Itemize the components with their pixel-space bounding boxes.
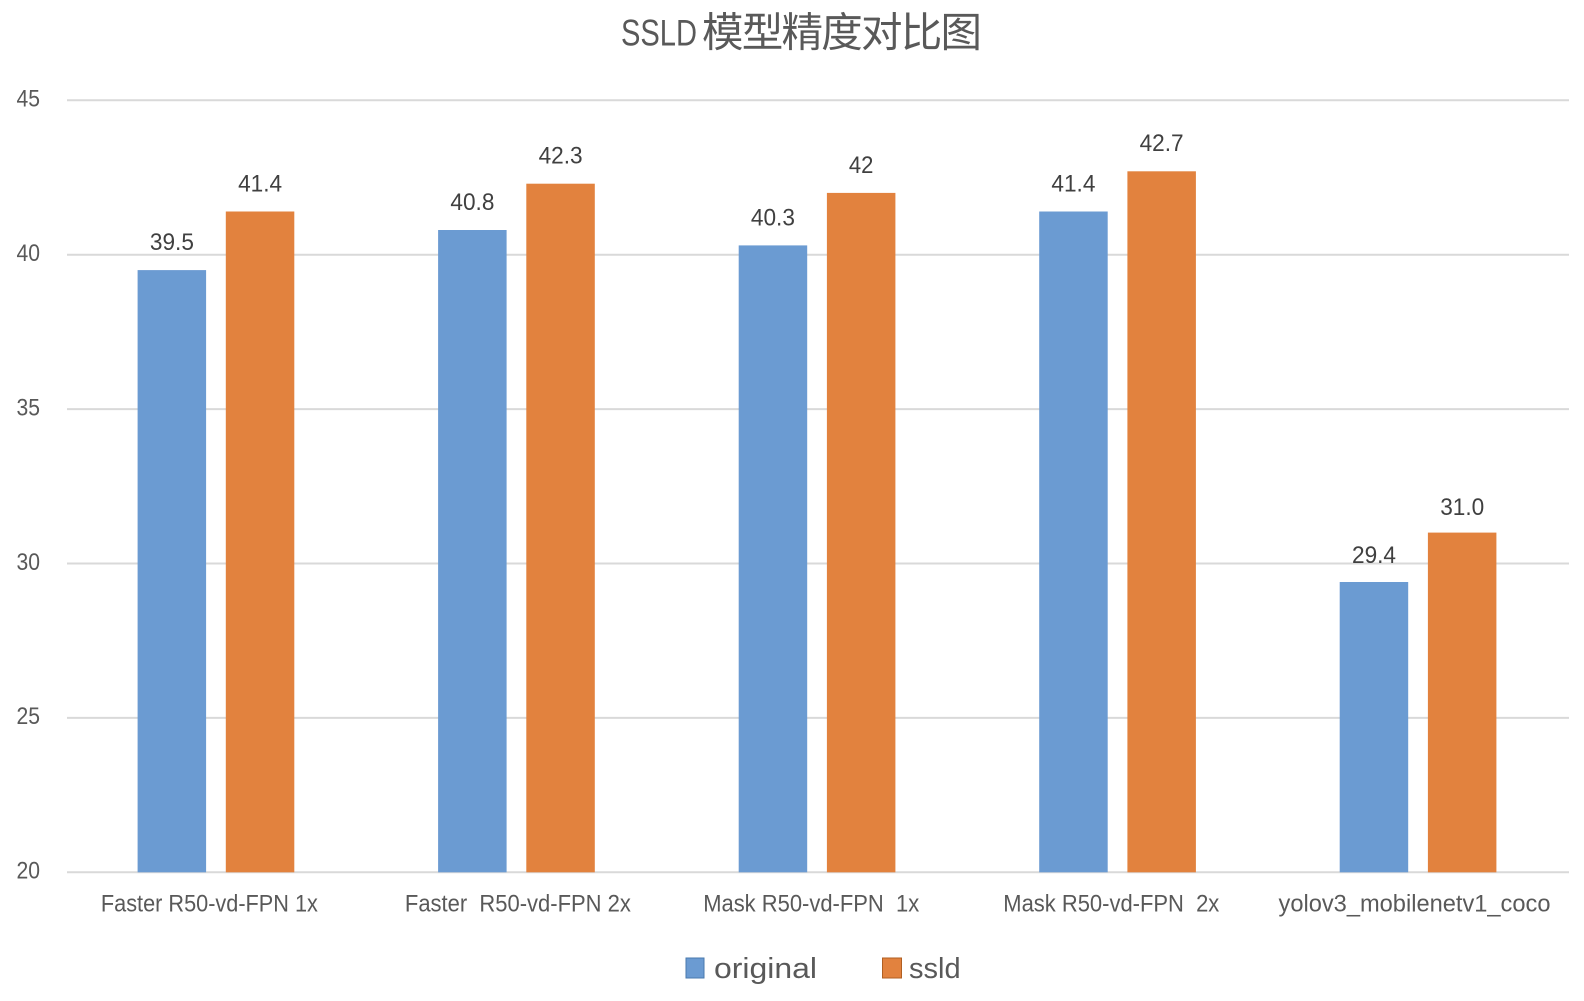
svg-text:35: 35 (17, 394, 41, 421)
svg-text:45: 45 (17, 86, 41, 113)
svg-text:42.7: 42.7 (1140, 130, 1184, 157)
svg-text:40: 40 (17, 240, 41, 267)
svg-text:41.4: 41.4 (238, 170, 282, 197)
svg-text:Faster R50-vd-FPN 2x: Faster R50-vd-FPN 2x (405, 891, 631, 918)
svg-text:42: 42 (849, 152, 874, 179)
svg-text:41.4: 41.4 (1051, 170, 1095, 197)
svg-text:ssld: ssld (909, 953, 961, 985)
svg-text:40.3: 40.3 (751, 204, 795, 231)
svg-text:Mask R50-vd-FPN 1x: Mask R50-vd-FPN 1x (703, 891, 919, 918)
svg-text:31.0: 31.0 (1440, 494, 1484, 521)
svg-text:Faster R50-vd-FPN 1x: Faster R50-vd-FPN 1x (101, 891, 318, 918)
svg-text:29.4: 29.4 (1352, 542, 1396, 569)
svg-text:SSLD: SSLD (621, 12, 697, 54)
svg-text:yolov3_mobilenetv1_coco: yolov3_mobilenetv1_coco (1279, 891, 1551, 918)
svg-text:Mask R50-vd-FPN 2x: Mask R50-vd-FPN 2x (1003, 891, 1219, 918)
svg-text:original: original (714, 953, 817, 985)
svg-text:30: 30 (17, 549, 41, 576)
svg-text:20: 20 (17, 858, 41, 885)
svg-text:25: 25 (17, 703, 41, 730)
svg-text:39.5: 39.5 (150, 229, 194, 256)
svg-text:40.8: 40.8 (450, 189, 494, 216)
svg-text:42.3: 42.3 (539, 143, 583, 170)
